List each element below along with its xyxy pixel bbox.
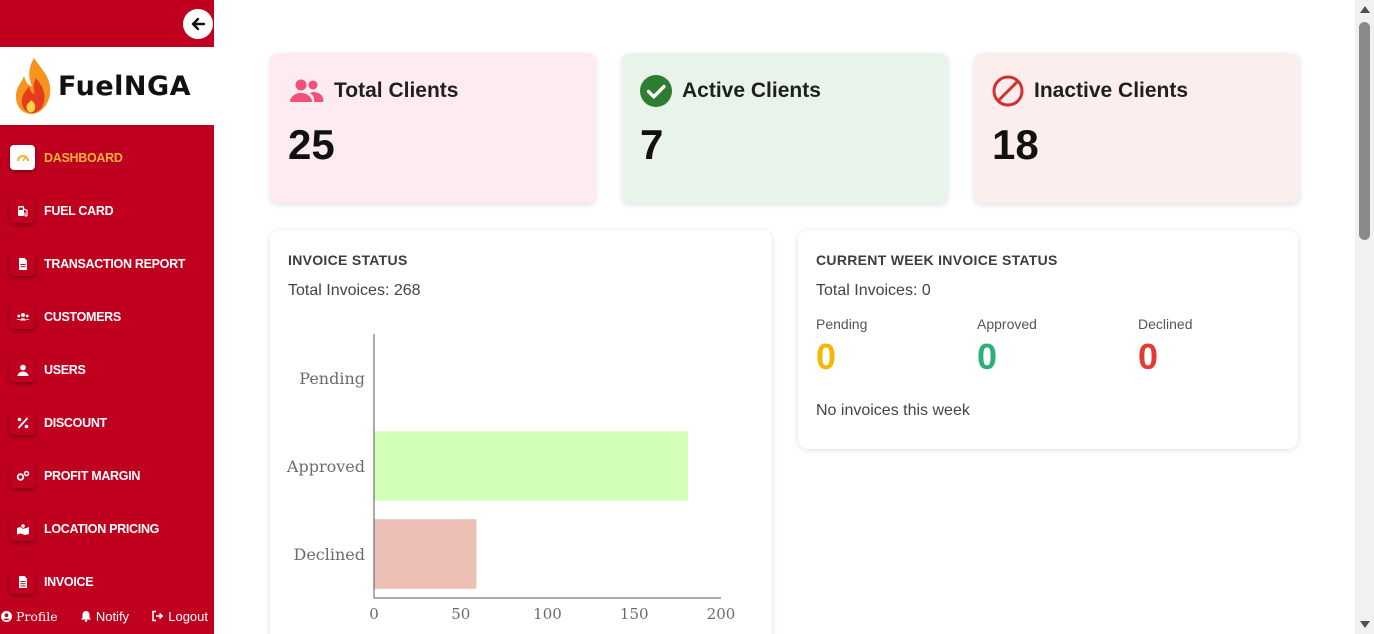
sidebar-item-label: PROFIT MARGIN <box>44 468 141 483</box>
current-week-panel: CURRENT WEEK INVOICE STATUS Total Invoic… <box>798 230 1298 449</box>
user-icon <box>10 357 35 382</box>
total-clients-card: Total Clients 25 <box>270 53 596 203</box>
notify-link[interactable]: Notify <box>80 609 129 624</box>
panel-title: CURRENT WEEK INVOICE STATUS <box>816 252 1058 268</box>
sidebar-item-invoice[interactable]: INVOICE <box>0 555 214 608</box>
users-group-icon <box>290 79 324 102</box>
x-tick-label: 200 <box>707 605 736 623</box>
bar-approved <box>374 431 689 501</box>
sidebar-item-label: TRANSACTION REPORT <box>44 256 186 271</box>
sidebar-item-fuel-card[interactable]: FUEL CARD <box>0 184 214 237</box>
gas-pump-icon <box>10 198 35 223</box>
users-group-icon <box>10 304 35 329</box>
page-scrollbar[interactable] <box>1355 0 1374 634</box>
file-report-icon <box>10 251 35 276</box>
logout-label: Logout <box>168 608 208 624</box>
y-tick-label: Approved <box>286 457 365 476</box>
notify-label: Notify <box>95 608 130 624</box>
sidebar-bottom-bar: Profile Notify Logout <box>0 604 214 628</box>
sidebar-item-label: USERS <box>44 362 86 377</box>
invoice-status-chart: Pending Approved Declined 0 50 100 150 200 <box>286 334 736 623</box>
bell-icon <box>80 611 91 622</box>
status-label: Declined <box>1138 316 1193 332</box>
sidebar-item-label: CUSTOMERS <box>44 309 121 324</box>
empty-state-text: No invoices this week <box>816 402 970 419</box>
sidebar-item-label: LOCATION PRICING <box>44 521 160 536</box>
total-invoices-text: Total Invoices: 268 <box>288 282 421 299</box>
x-tick-label: 100 <box>533 605 562 623</box>
stat-title: Active Clients <box>682 79 821 102</box>
sidebar-item-dashboard[interactable]: DASHBOARD <box>0 131 214 184</box>
active-clients-card: Active Clients 7 <box>622 53 948 203</box>
stat-title: Total Clients <box>334 79 459 102</box>
x-tick-label: 0 <box>369 605 379 623</box>
declined-status: Declined 0 <box>1138 316 1192 378</box>
inactive-clients-card: Inactive Clients 18 <box>974 53 1300 203</box>
y-tick-label: Pending <box>299 369 365 388</box>
sidebar-menu: DASHBOARD FUEL CARD TRANSACTION REPORT C… <box>0 131 214 608</box>
status-label: Approved <box>977 316 1037 332</box>
scroll-up-arrow[interactable] <box>1360 6 1370 13</box>
invoice-file-icon <box>10 569 35 594</box>
y-tick-label: Declined <box>293 545 365 564</box>
sidebar: FuelNGA DASHBOARD FUEL CARD TRANSACTION … <box>0 0 214 634</box>
flame-logo-icon <box>15 58 51 114</box>
sidebar-item-label: INVOICE <box>44 574 94 589</box>
brand-logo[interactable]: FuelNGA <box>0 47 214 125</box>
declined-count: 0 <box>1138 336 1159 377</box>
stat-value: 18 <box>992 121 1039 168</box>
sidebar-item-label: DASHBOARD <box>44 150 123 165</box>
dashboard-gauge-icon <box>10 145 35 170</box>
bar-declined <box>374 519 477 589</box>
x-tick-label: 50 <box>451 605 470 623</box>
logout-link[interactable]: Logout <box>151 609 208 624</box>
sidebar-item-customers[interactable]: CUSTOMERS <box>0 290 214 343</box>
user-circle-icon <box>1 610 12 622</box>
invoice-status-panel: INVOICE STATUS Total Invoices: 268 Pendi… <box>270 230 772 634</box>
pending-status: Pending 0 <box>816 316 867 378</box>
sidebar-item-location-pricing[interactable]: LOCATION PRICING <box>0 502 214 555</box>
approved-count: 0 <box>977 336 998 377</box>
cogs-icon <box>10 463 35 488</box>
sidebar-item-label: DISCOUNT <box>44 415 107 430</box>
profile-link[interactable]: Profile <box>1 609 58 624</box>
status-label: Pending <box>816 316 868 332</box>
collapse-sidebar-button[interactable] <box>183 9 213 39</box>
week-total-invoices-text: Total Invoices: 0 <box>816 282 931 299</box>
block-icon <box>992 75 1024 107</box>
scroll-thumb[interactable] <box>1359 22 1370 240</box>
panel-title: INVOICE STATUS <box>288 252 408 268</box>
arrow-left-icon <box>191 17 206 31</box>
pending-count: 0 <box>816 336 837 377</box>
stat-title: Inactive Clients <box>1034 79 1189 102</box>
sign-out-icon <box>152 610 164 622</box>
x-tick-label: 150 <box>620 605 649 623</box>
approved-status: Approved 0 <box>977 316 1037 378</box>
map-location-icon <box>10 516 35 541</box>
sidebar-item-label: FUEL CARD <box>44 203 114 218</box>
brand-name: FuelNGA <box>58 70 192 102</box>
stat-value: 7 <box>640 121 664 168</box>
profile-label: Profile <box>16 608 58 624</box>
scroll-down-arrow[interactable] <box>1360 621 1370 628</box>
stat-value: 25 <box>288 121 335 168</box>
sidebar-item-profit-margin[interactable]: PROFIT MARGIN <box>0 449 214 502</box>
percent-icon <box>10 410 35 435</box>
check-circle-icon <box>640 75 672 107</box>
sidebar-item-users[interactable]: USERS <box>0 343 214 396</box>
sidebar-item-transaction-report[interactable]: TRANSACTION REPORT <box>0 237 214 290</box>
sidebar-item-discount[interactable]: DISCOUNT <box>0 396 214 449</box>
